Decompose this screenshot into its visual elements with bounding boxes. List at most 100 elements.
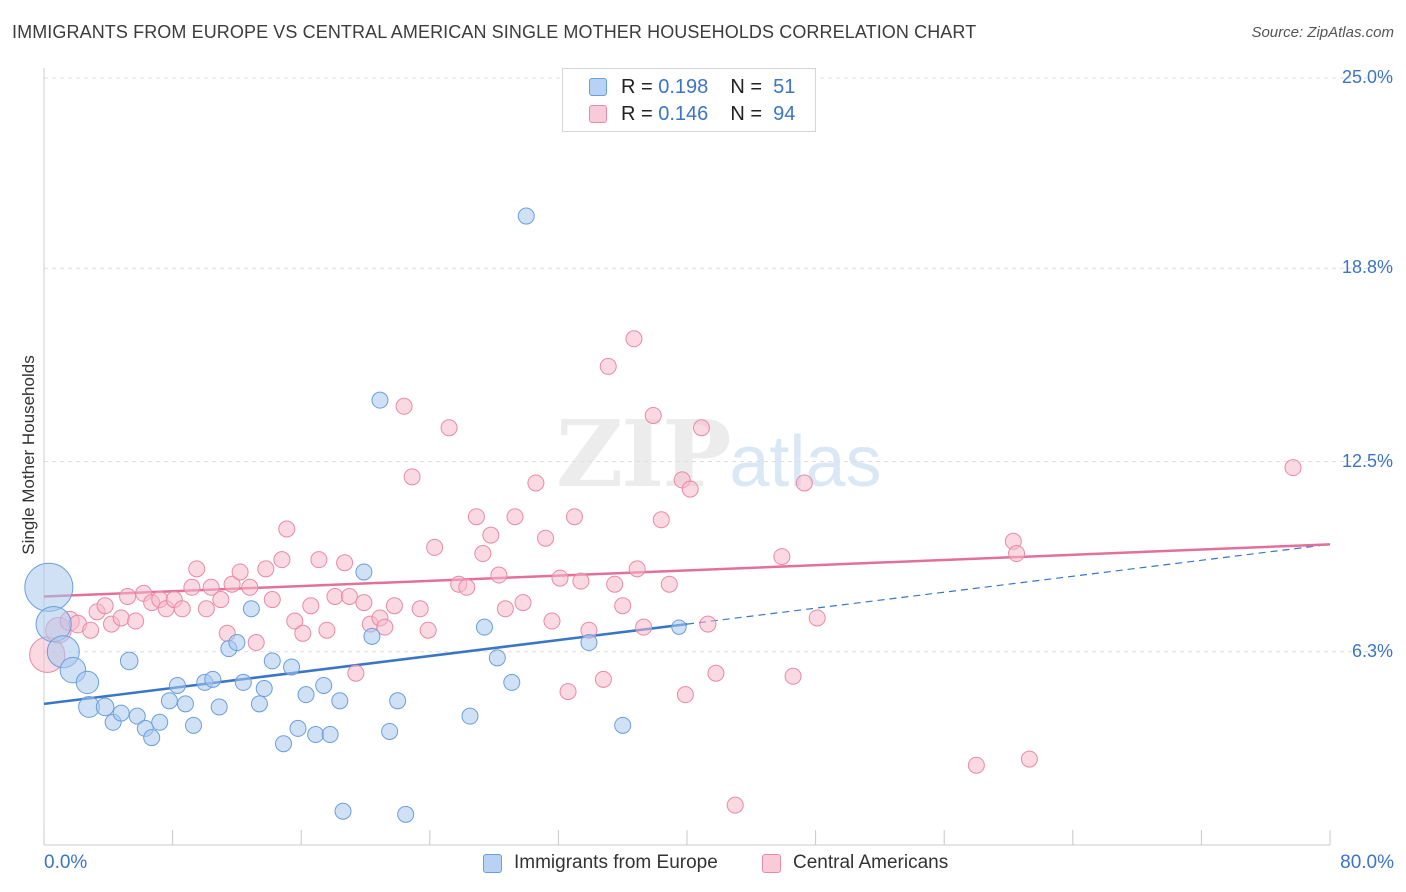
point-central-americans — [1284, 459, 1302, 477]
point-central-americans — [614, 597, 632, 615]
point-central-americans — [635, 618, 653, 636]
point-central-americans — [692, 419, 710, 437]
point-immigrants-europe — [184, 716, 202, 734]
point-immigrants-europe — [355, 563, 373, 581]
chart-title: IMMIGRANTS FROM EUROPE VS CENTRAL AMERIC… — [12, 22, 977, 42]
point-central-americans — [336, 554, 354, 572]
series-name-europe: Immigrants from Europe — [514, 852, 718, 873]
point-immigrants-europe — [475, 618, 493, 636]
point-central-americans — [660, 575, 678, 593]
series-legend-europe: Immigrants from Europe — [483, 852, 718, 874]
point-immigrants-europe — [255, 680, 273, 698]
point-immigrants-europe — [671, 619, 687, 635]
point-central-americans — [197, 600, 215, 618]
point-immigrants-europe — [315, 676, 333, 694]
point-immigrants-europe — [228, 634, 246, 652]
point-central-americans — [173, 600, 191, 618]
legend-r-value: 0.198 — [658, 75, 709, 98]
legend-swatch-blue — [589, 78, 607, 96]
point-central-americans — [625, 330, 643, 348]
legend-r-label: R = — [621, 75, 653, 98]
legend-swatch-pink — [589, 105, 607, 123]
point-central-americans — [527, 474, 545, 492]
point-immigrants-europe — [160, 692, 178, 710]
legend-n-label: N = — [730, 75, 762, 98]
point-central-americans — [551, 569, 569, 587]
point-central-americans — [606, 575, 624, 593]
point-central-americans — [419, 621, 437, 639]
point-central-americans — [355, 594, 373, 612]
point-central-americans — [96, 597, 114, 615]
point-immigrants-europe — [204, 670, 222, 688]
watermark-zip: ZIP — [556, 400, 731, 508]
point-central-americans — [188, 560, 206, 578]
point-central-americans — [112, 609, 130, 627]
point-central-americans — [594, 670, 612, 688]
point-central-americans — [347, 664, 365, 682]
point-central-americans — [644, 406, 662, 424]
point-immigrants-europe — [321, 726, 339, 744]
point-immigrants-europe — [503, 673, 521, 691]
point-immigrants-europe — [112, 704, 130, 722]
series-name-central: Central Americans — [793, 852, 949, 873]
point-immigrants-europe — [580, 634, 598, 652]
point-central-americans — [127, 612, 145, 630]
point-immigrants-europe — [234, 673, 252, 691]
point-immigrants-europe — [461, 707, 479, 725]
gridlines — [44, 77, 1392, 653]
point-central-americans — [681, 480, 699, 498]
point-central-americans — [773, 548, 791, 566]
point-immigrants-europe — [363, 627, 381, 645]
trend-lines — [43, 543, 1331, 706]
point-immigrants-europe — [210, 698, 228, 716]
point-central-americans — [599, 357, 617, 375]
point-immigrants-europe — [275, 735, 293, 753]
point-central-americans — [263, 591, 281, 609]
point-immigrants-europe — [397, 805, 415, 823]
point-immigrants-europe — [289, 719, 307, 737]
axes — [43, 68, 1331, 846]
point-central-americans — [784, 667, 802, 685]
point-central-americans — [212, 591, 230, 609]
point-immigrants-europe — [283, 658, 301, 676]
point-central-americans — [376, 618, 394, 636]
point-central-americans — [543, 612, 561, 630]
data-points — [24, 207, 1302, 823]
point-central-americans — [340, 587, 358, 605]
point-immigrants-europe — [242, 600, 260, 618]
point-central-americans — [565, 508, 583, 526]
point-immigrants-europe — [389, 692, 407, 710]
point-central-americans — [183, 578, 201, 596]
point-central-americans — [403, 468, 421, 486]
point-central-americans — [286, 612, 304, 630]
point-central-americans — [395, 397, 413, 415]
point-central-americans — [726, 796, 744, 814]
y-tick-label: 18.8% — [1341, 257, 1393, 278]
point-central-americans — [119, 587, 137, 605]
point-immigrants-europe — [297, 686, 315, 704]
point-immigrants-europe — [151, 713, 169, 731]
point-central-americans — [302, 597, 320, 615]
point-central-americans — [326, 587, 344, 605]
point-central-americans — [967, 756, 985, 774]
point-immigrants-europe — [168, 676, 186, 694]
y-tick-label: 12.5% — [1341, 450, 1393, 471]
point-immigrants-europe — [143, 729, 161, 747]
point-central-americans — [385, 597, 403, 615]
point-immigrants-europe — [331, 692, 349, 710]
point-central-americans — [1020, 750, 1038, 768]
point-central-americans — [559, 683, 577, 701]
trend-line-europe — [43, 622, 688, 706]
point-central-americans — [699, 615, 717, 633]
point-immigrants-europe — [128, 707, 146, 725]
x-tick-label-max: 80.0% — [1340, 852, 1394, 873]
series-swatch-blue — [483, 853, 502, 873]
point-central-americans — [223, 575, 241, 593]
legend-n-label: N = — [730, 102, 762, 125]
point-immigrants-europe — [381, 722, 399, 740]
point-central-americans — [231, 563, 249, 581]
point-immigrants-europe — [263, 652, 281, 670]
point-central-americans — [273, 551, 291, 569]
point-immigrants-europe — [250, 695, 268, 713]
